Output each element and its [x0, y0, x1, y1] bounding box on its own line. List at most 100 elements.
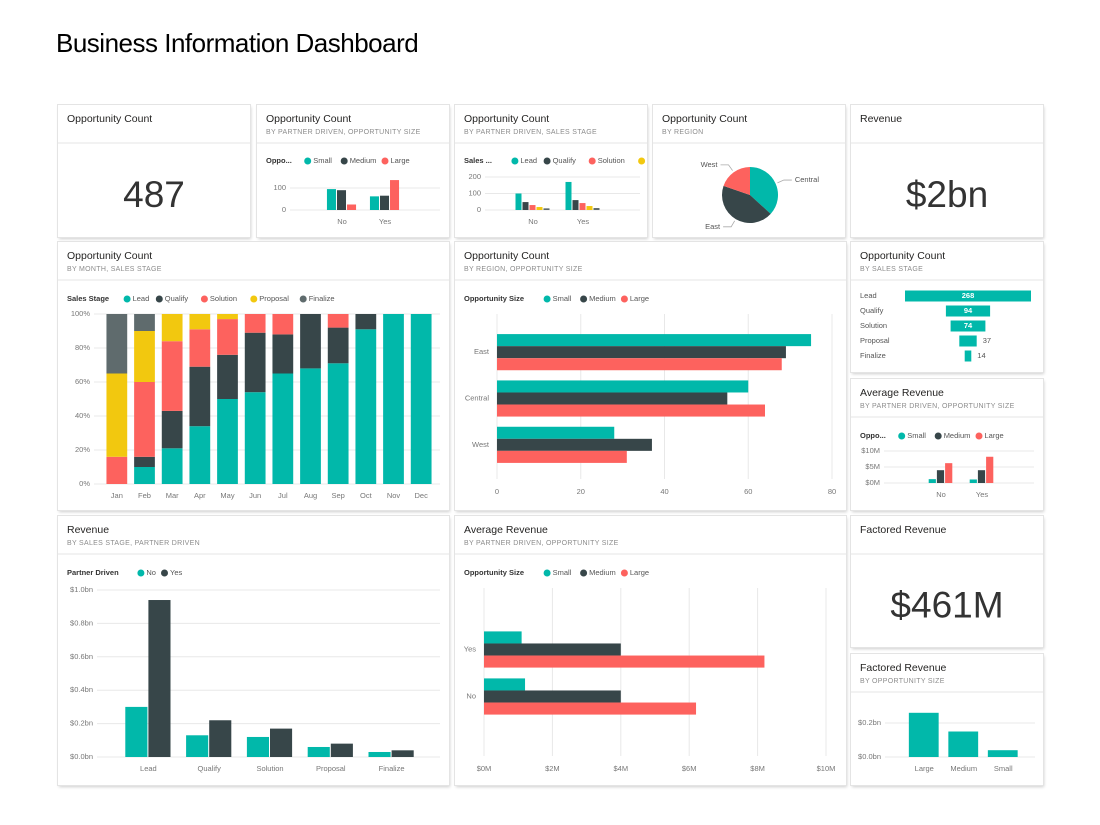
bar-segment [355, 314, 377, 330]
x-tick-label: $0M [477, 764, 492, 773]
pie-slice [750, 167, 778, 214]
bar-segment [134, 314, 155, 331]
bar [987, 750, 1018, 757]
bar [484, 678, 526, 691]
y-tick-label: No [466, 691, 476, 700]
stage-label: Qualify [860, 306, 884, 315]
bar [270, 728, 293, 757]
bar [391, 750, 414, 757]
tile: Opportunity Count BY PARTNER DRIVEN, SALE… [455, 105, 647, 237]
data-label: 37 [983, 336, 991, 345]
bar [536, 207, 543, 210]
bar-segment [383, 314, 404, 484]
bar [986, 456, 994, 483]
x-tick-label: 20 [577, 487, 585, 496]
x-tick-label: Nov [387, 491, 401, 500]
kpi-value: $461M [890, 584, 1003, 625]
bar [977, 470, 986, 483]
pie-slice [723, 167, 750, 195]
legend-marker [620, 569, 628, 577]
tile-title: Opportunity Count [464, 250, 549, 262]
tile-title: Revenue [67, 524, 109, 536]
x-tick-label: Yes [577, 217, 589, 226]
bar [522, 202, 529, 210]
tile-title: Opportunity Count [67, 250, 152, 262]
legend-label: Medium [589, 294, 616, 303]
y-tick-label: 0% [79, 479, 90, 488]
bar [529, 205, 536, 210]
chart: Factored Revenue $461M [851, 524, 1043, 625]
x-tick-label: Proposal [316, 764, 346, 773]
tile: Opportunity Count BY MONTH, SALES STAGE 0%… [58, 242, 449, 510]
x-tick-label: Feb [138, 491, 151, 500]
bar [593, 208, 600, 210]
legend-label: Qualify [553, 156, 577, 165]
bar [484, 655, 765, 668]
tile: Opportunity Count BY REGION, OPPORTUNITY … [455, 242, 846, 510]
tile-title: Opportunity Count [266, 113, 351, 125]
legend-title: Oppo... [266, 156, 292, 165]
legend-marker [975, 432, 983, 440]
bar [209, 720, 232, 757]
legend-label: Medium [589, 568, 616, 577]
chart: Opportunity Count BY REGION, OPPORTUNITY … [455, 250, 846, 496]
bar-segment [134, 456, 155, 467]
bar-segment [355, 329, 377, 484]
x-tick-label: 40 [660, 487, 668, 496]
legend-marker [381, 157, 389, 165]
stage-label: Finalize [860, 351, 886, 360]
bar [148, 600, 171, 757]
legend-marker [155, 295, 163, 303]
x-tick-label: Aug [304, 491, 317, 500]
bar [945, 463, 953, 483]
pie-label: Central [795, 175, 820, 184]
bar [497, 426, 615, 439]
data-label: 74 [964, 321, 973, 330]
legend-label: Qualify [165, 294, 189, 303]
y-tick-label: 100% [71, 309, 91, 318]
bar [497, 334, 812, 347]
x-tick-label: Apr [194, 491, 206, 500]
bar-segment [189, 366, 211, 427]
bar-segment [106, 373, 128, 457]
legend-label: Small [553, 568, 572, 577]
pie-slice [722, 185, 771, 224]
bar [948, 731, 979, 757]
chart: Opportunity Count BY SALES STAGE Lead 268 Qu… [851, 250, 1043, 362]
chart: Opportunity Count BY REGION Central East Wes… [653, 113, 845, 231]
x-tick-label: Jul [278, 491, 288, 500]
chart: Opportunity Count BY PARTNER DRIVEN, OPPO… [257, 113, 449, 226]
x-tick-label: Yes [976, 490, 988, 499]
chart: Opportunity Count BY MONTH, SALES STAGE 0%… [58, 250, 449, 500]
y-tick-label: 40% [75, 411, 90, 420]
bar-segment [217, 354, 238, 399]
bar-segment [134, 467, 155, 484]
funnel-bar [950, 320, 986, 332]
tile-subtitle: BY OPPORTUNITY SIZE [860, 678, 945, 685]
bar [484, 690, 621, 703]
x-tick-label: Sep [331, 491, 344, 500]
x-tick-label: Qualify [198, 764, 222, 773]
y-tick-label: East [474, 347, 490, 356]
tile: Opportunity Count BY REGION Central East Wes… [653, 105, 845, 237]
bar [336, 190, 347, 210]
funnel-bar [959, 335, 977, 347]
legend-label: Solution [210, 294, 237, 303]
bar-segment [161, 410, 183, 449]
tile: Revenue $2bn [851, 105, 1043, 237]
bar [484, 702, 697, 715]
stage-label: Proposal [860, 336, 890, 345]
y-tick-label: $0.2bn [70, 719, 93, 728]
legend-label: Small [907, 431, 926, 440]
y-tick-label: $0.2bn [858, 718, 881, 727]
y-tick-label: 20% [75, 445, 90, 454]
legend-label: Solution [598, 156, 625, 165]
leader-line [777, 179, 792, 184]
bar-segment [217, 399, 238, 484]
funnel-bar [905, 290, 1031, 302]
x-tick-label: 60 [744, 487, 752, 496]
legend-marker [511, 157, 519, 165]
legend-label: No [146, 568, 156, 577]
tile: Average Revenue BY PARTNER DRIVEN, OPPORT… [455, 516, 846, 785]
tile-subtitle: BY SALES STAGE, PARTNER DRIVEN [67, 540, 200, 547]
